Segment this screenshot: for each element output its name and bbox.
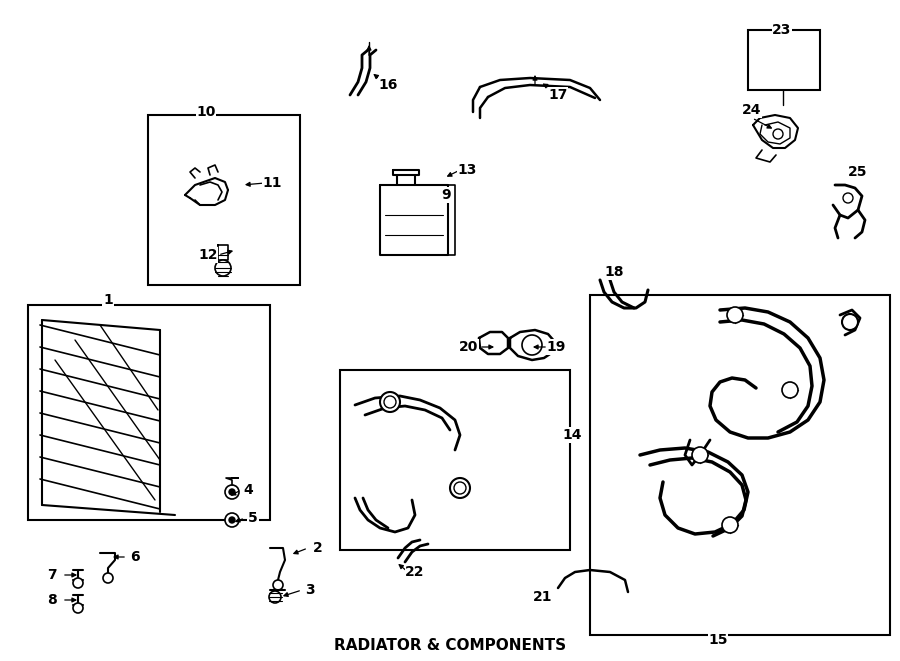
Circle shape bbox=[522, 335, 542, 355]
Text: 16: 16 bbox=[378, 78, 398, 92]
Circle shape bbox=[722, 517, 738, 533]
Circle shape bbox=[692, 447, 708, 463]
Text: 22: 22 bbox=[405, 565, 425, 579]
Text: 14: 14 bbox=[562, 428, 581, 442]
Text: 23: 23 bbox=[772, 23, 792, 37]
Circle shape bbox=[380, 392, 400, 412]
Bar bbox=[148, 115, 300, 285]
Text: 24: 24 bbox=[742, 103, 761, 117]
Circle shape bbox=[103, 573, 113, 583]
Text: 21: 21 bbox=[533, 590, 553, 604]
Text: 7: 7 bbox=[47, 568, 57, 582]
Circle shape bbox=[384, 396, 396, 408]
Text: RADIATOR & COMPONENTS: RADIATOR & COMPONENTS bbox=[334, 638, 566, 653]
Text: 1: 1 bbox=[104, 293, 112, 307]
Circle shape bbox=[229, 517, 235, 523]
Bar bbox=[590, 295, 890, 635]
Text: 25: 25 bbox=[848, 165, 868, 179]
Text: 2: 2 bbox=[313, 541, 323, 555]
Circle shape bbox=[843, 193, 853, 203]
Text: 8: 8 bbox=[47, 593, 57, 607]
Text: 13: 13 bbox=[457, 163, 477, 177]
Circle shape bbox=[782, 382, 798, 398]
Bar bbox=[748, 30, 820, 90]
Circle shape bbox=[73, 603, 83, 613]
Bar bbox=[340, 370, 570, 550]
Text: 9: 9 bbox=[441, 188, 451, 202]
Text: 11: 11 bbox=[262, 176, 282, 190]
Text: 15: 15 bbox=[708, 633, 728, 647]
Circle shape bbox=[273, 580, 283, 590]
Text: 5: 5 bbox=[248, 511, 258, 525]
Text: 10: 10 bbox=[196, 105, 216, 119]
Circle shape bbox=[225, 513, 239, 527]
Circle shape bbox=[269, 591, 281, 603]
Bar bbox=[28, 305, 270, 520]
Text: 20: 20 bbox=[459, 340, 479, 354]
Text: 3: 3 bbox=[305, 583, 315, 597]
Circle shape bbox=[454, 482, 466, 494]
Circle shape bbox=[450, 478, 470, 498]
Text: 4: 4 bbox=[243, 483, 253, 497]
Circle shape bbox=[842, 314, 858, 330]
Text: 19: 19 bbox=[546, 340, 566, 354]
Text: 18: 18 bbox=[604, 265, 624, 279]
Circle shape bbox=[773, 129, 783, 139]
Circle shape bbox=[215, 260, 231, 276]
Text: 17: 17 bbox=[548, 88, 568, 102]
Circle shape bbox=[73, 578, 83, 588]
Text: 12: 12 bbox=[198, 248, 218, 262]
Text: 6: 6 bbox=[130, 550, 140, 564]
Circle shape bbox=[225, 485, 239, 499]
Circle shape bbox=[229, 489, 235, 495]
Circle shape bbox=[727, 307, 743, 323]
